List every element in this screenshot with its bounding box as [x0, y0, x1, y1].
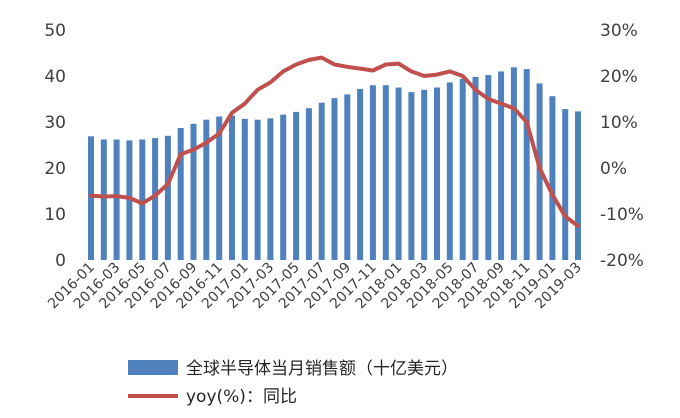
- line-series: [89, 55, 580, 228]
- line-point-2016-05: [141, 202, 143, 204]
- bar-2016-04: [126, 140, 133, 260]
- bar-2017-09: [344, 94, 351, 261]
- right-tick-label: 20%: [600, 67, 638, 87]
- line-point-2017-06: [308, 59, 310, 61]
- line-point-2016-04: [128, 197, 130, 199]
- line-point-2018-12: [539, 167, 541, 169]
- line-point-2017-03: [269, 81, 271, 83]
- line-point-2017-01: [244, 103, 246, 105]
- bar-2017-11: [369, 85, 376, 260]
- legend: 全球半导体当月销售额（十亿美元） yoy(%)：同比: [128, 359, 458, 407]
- left-tick-label: 30: [44, 113, 66, 133]
- line-point-2018-07: [475, 89, 476, 91]
- bar-2016-11: [216, 116, 223, 260]
- bar-2016-01: [88, 136, 94, 260]
- legend-label-line: yoy(%)：同比: [186, 387, 297, 407]
- bar-2018-05: [446, 82, 453, 261]
- bar-2018-09: [498, 71, 505, 261]
- bar-2016-06: [152, 138, 159, 260]
- bar-2016-09: [190, 123, 197, 260]
- line-point-2018-06: [462, 75, 464, 77]
- legend-swatch-bar: [128, 360, 178, 375]
- bar-2018-10: [510, 67, 517, 260]
- right-tick-label: 0%: [600, 159, 627, 179]
- left-axis: 0 10 20 30 40 50: [44, 21, 66, 271]
- bar-2018-01: [395, 87, 402, 260]
- bar-2018-03: [421, 89, 428, 260]
- bar-2016-03: [113, 139, 120, 260]
- bar-2017-10: [357, 88, 364, 261]
- bar-2018-07: [472, 76, 479, 261]
- line-point-2016-06: [154, 195, 156, 197]
- line-point-2017-11: [372, 70, 374, 71]
- bar-2019-03: [575, 111, 581, 261]
- line-point-2019-02: [564, 215, 566, 217]
- line-point-2017-08: [334, 64, 335, 65]
- bar-2017-08: [331, 98, 338, 260]
- bar-2019-01: [549, 96, 556, 260]
- right-tick-label: -20%: [600, 251, 644, 271]
- line-point-2017-09: [346, 66, 348, 68]
- line-point-2017-10: [359, 68, 361, 70]
- bar-2017-07: [318, 102, 325, 260]
- line-point-2018-10: [513, 107, 515, 109]
- right-tick-label: 10%: [600, 113, 638, 133]
- bar-2018-06: [459, 78, 466, 260]
- line-point-2018-02: [410, 70, 412, 72]
- line-point-2016-08: [180, 153, 182, 155]
- bar-2016-12: [229, 115, 235, 260]
- right-axis: -20% -10% 0% 10% 20% 30%: [600, 21, 644, 271]
- bar-2017-06: [305, 108, 312, 260]
- line-point-2018-01: [398, 63, 400, 65]
- right-tick-label: -10%: [600, 205, 644, 225]
- line-point-2018-09: [500, 103, 502, 105]
- bar-2017-12: [382, 85, 389, 260]
- bar-2017-05: [293, 111, 300, 261]
- bar-2016-10: [203, 119, 210, 260]
- line-point-2016-12: [231, 112, 233, 114]
- bar-2017-03: [267, 118, 274, 260]
- line-point-2018-03: [423, 75, 425, 77]
- right-tick-label: 30%: [600, 21, 638, 41]
- left-tick-label: 10: [44, 205, 66, 225]
- line-point-2017-12: [385, 64, 387, 65]
- line-point-2016-01: [90, 195, 92, 197]
- line-point-2016-03: [116, 195, 118, 197]
- line-point-2018-08: [487, 98, 489, 100]
- bar-2018-11: [523, 69, 530, 260]
- legend-label-bar: 全球半导体当月销售额（十亿美元）: [186, 359, 458, 379]
- left-tick-label: 20: [44, 159, 66, 179]
- bar-2018-02: [408, 92, 415, 260]
- line-point-2017-05: [295, 64, 297, 65]
- bar-2016-05: [139, 139, 146, 260]
- line-point-2019-03: [577, 225, 579, 227]
- bar-2018-04: [434, 87, 440, 260]
- line-point-2018-11: [526, 121, 528, 123]
- x-axis: 2016-012016-032016-052016-072016-092016-…: [45, 260, 585, 313]
- bar-2019-02: [562, 109, 569, 260]
- bar-2018-08: [485, 75, 492, 260]
- line-point-2017-07: [321, 57, 323, 59]
- line-point-2017-04: [282, 70, 284, 72]
- bar-2016-08: [177, 128, 184, 260]
- bar-2017-02: [254, 119, 261, 260]
- left-tick-label: 40: [44, 67, 66, 87]
- bar-series: [88, 67, 581, 261]
- left-tick-label: 50: [44, 21, 66, 41]
- bar-2017-04: [280, 114, 287, 260]
- line-point-2016-11: [218, 133, 220, 134]
- bar-2016-02: [100, 139, 107, 260]
- line-point-2018-04: [436, 74, 438, 76]
- line-point-2017-02: [257, 89, 259, 91]
- bar-2017-01: [241, 118, 248, 260]
- line-point-2019-01: [551, 194, 553, 196]
- bar-2016-07: [164, 135, 171, 260]
- line-point-2016-10: [205, 142, 207, 144]
- line-point-2016-02: [103, 196, 105, 197]
- line-point-2018-05: [449, 70, 451, 72]
- line-point-2016-09: [193, 149, 194, 151]
- line-point-2016-07: [167, 183, 169, 185]
- left-tick-label: 0: [55, 251, 66, 271]
